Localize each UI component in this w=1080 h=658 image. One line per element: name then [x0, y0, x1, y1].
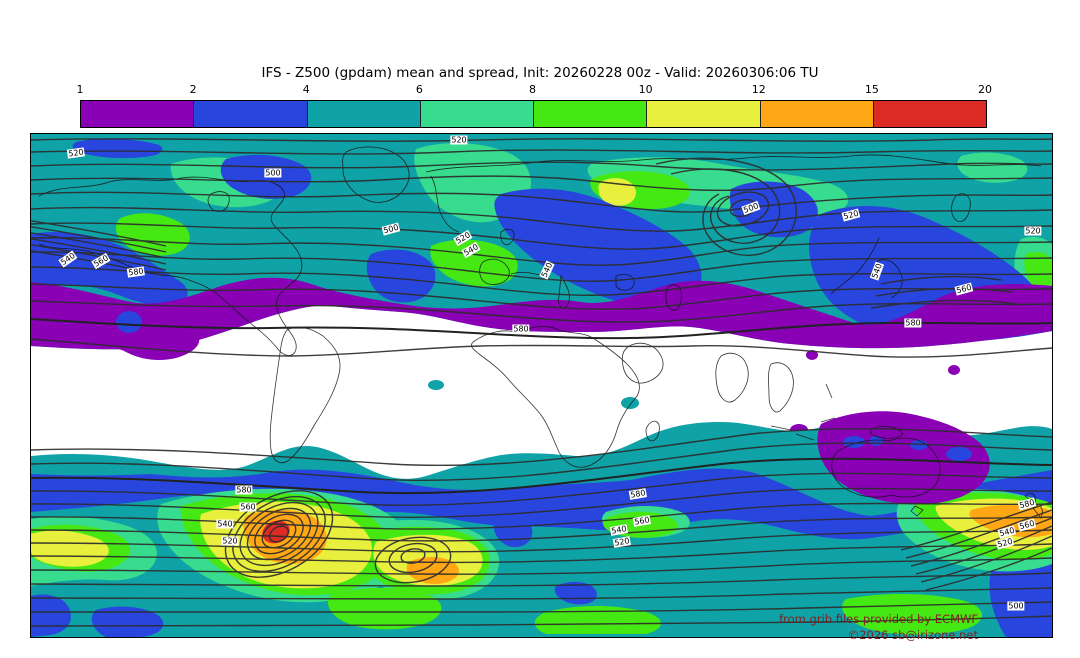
- world-map: 520 500 520 500 520 540 540 540 560 580 500 520 520 5…: [30, 133, 1053, 642]
- colorbar-segment-2-4: [194, 101, 308, 127]
- colorbar-tick-12: 12: [751, 83, 766, 96]
- attribution-copyright: ©2026 sb@irizone.net: [847, 628, 978, 642]
- labeled-contours: [31, 318, 1052, 495]
- colorbar-segment-8-10: [534, 101, 648, 127]
- colorbar-ticks: 1 2 4 6 8 10 12 15 20: [76, 83, 993, 97]
- colorbar-tick-20: 20: [978, 83, 992, 96]
- colorbar-segment-15-20: [873, 101, 986, 127]
- colorbar-segment-4-6: [307, 101, 421, 127]
- chart-title: IFS - Z500 (gpdam) mean and spread, Init…: [261, 65, 819, 81]
- colorbar-tick-1: 1: [76, 83, 84, 96]
- colorbar-segment-10-12: [647, 101, 761, 127]
- colorbar-tick-4: 4: [302, 83, 310, 96]
- colorbar-tick-6: 6: [415, 83, 423, 96]
- colorbar-tick-15: 15: [864, 83, 879, 96]
- spread-shading-and-mean-contours: [31, 134, 1052, 637]
- colorbar-tick-2: 2: [189, 83, 197, 96]
- colorbar-segment-1-2: [81, 101, 195, 127]
- colorbar-segment-12-15: [760, 101, 874, 127]
- colorbar-tick-8: 8: [529, 83, 536, 96]
- colorbar: [80, 100, 987, 128]
- attribution-source: from grib files provided by ECMWF: [779, 612, 978, 626]
- colorbar-tick-10: 10: [638, 83, 653, 96]
- colorbar-segment-6-8: [420, 101, 534, 127]
